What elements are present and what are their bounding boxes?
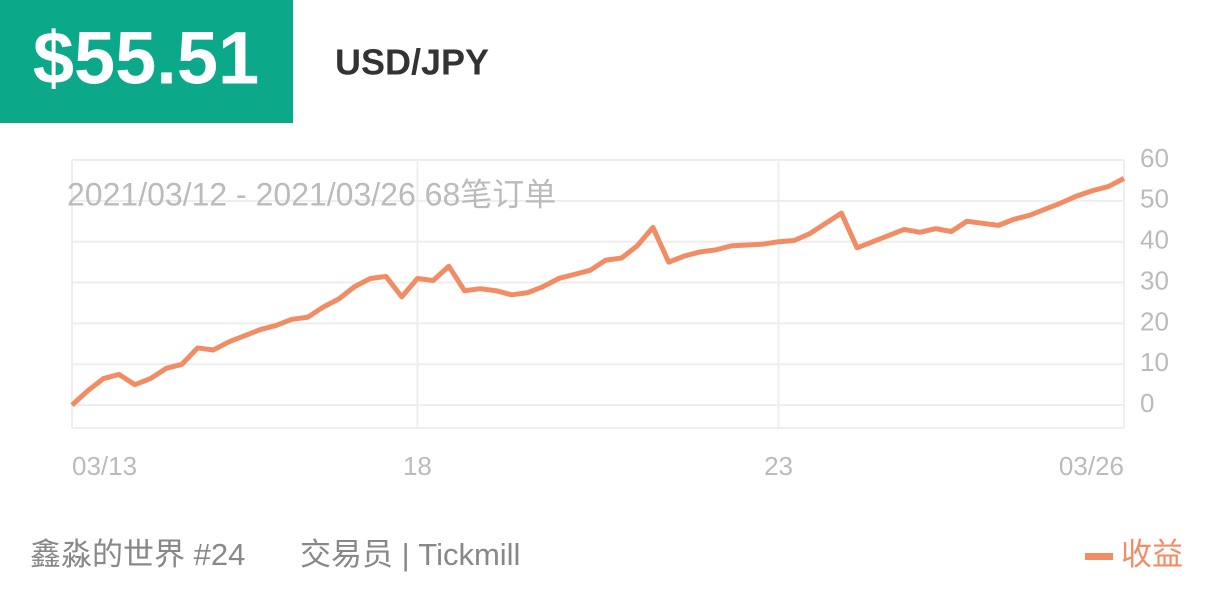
y-tick-label: 10 <box>1140 347 1169 377</box>
author: 鑫淼的世界 #24 <box>30 537 245 572</box>
x-tick-label: 18 <box>403 451 432 481</box>
y-tick-label: 30 <box>1140 265 1169 295</box>
y-tick-label: 60 <box>1140 143 1169 173</box>
y-tick-label: 50 <box>1140 184 1169 214</box>
x-tick-label: 03/13 <box>72 451 137 481</box>
x-tick-label: 23 <box>764 451 793 481</box>
y-tick-label: 0 <box>1140 388 1154 418</box>
chart-subtitle: 2021/03/12 - 2021/03/26 68笔订单 <box>67 176 556 212</box>
price-badge <box>0 0 293 123</box>
data-line <box>70 176 1126 407</box>
pair: USD/JPY <box>335 42 489 83</box>
price: $55.51 <box>33 17 259 100</box>
legend-swatch <box>1085 553 1113 560</box>
y-tick-label: 20 <box>1140 306 1169 336</box>
y-tick-label: 40 <box>1140 225 1169 255</box>
legend-label: 收益 <box>1121 537 1183 572</box>
trader: 交易员 | Tickmill <box>300 537 520 572</box>
x-tick-label: 03/26 <box>1059 451 1124 481</box>
